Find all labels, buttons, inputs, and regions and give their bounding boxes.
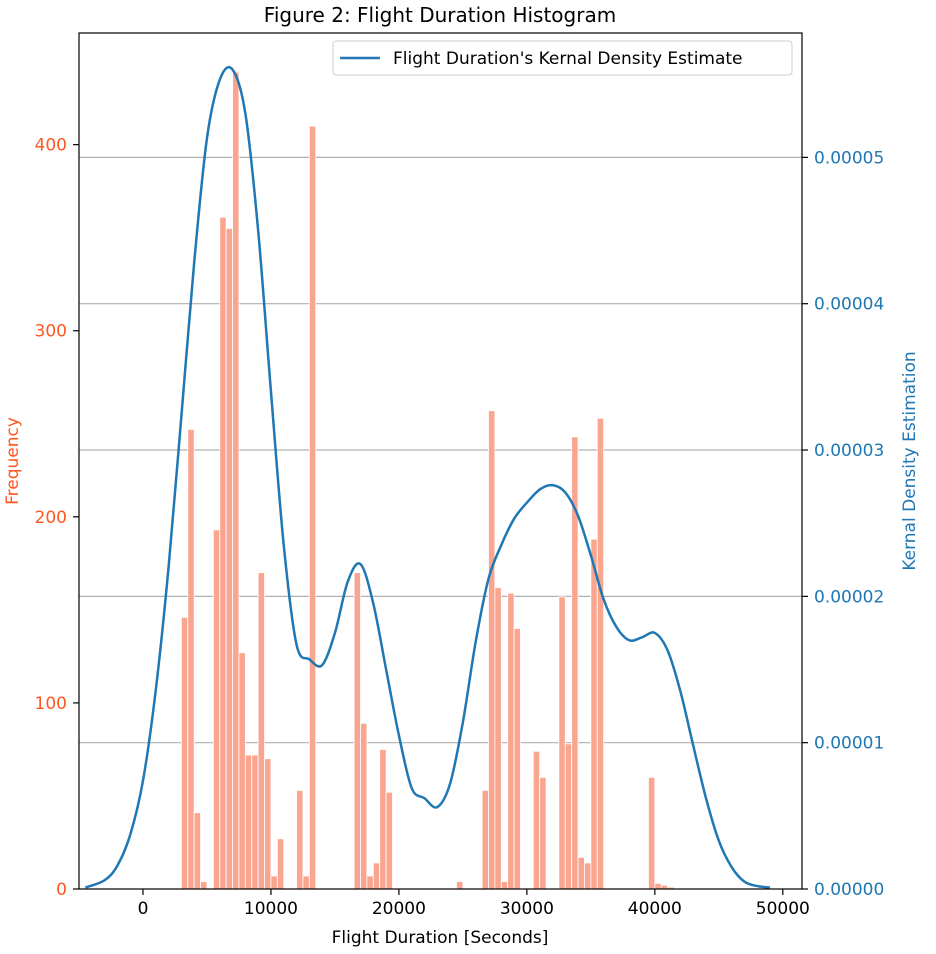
histogram-bar bbox=[264, 758, 272, 890]
y-tick-label: 0 bbox=[56, 880, 67, 900]
histogram-bar bbox=[238, 652, 246, 890]
histogram-bar bbox=[244, 754, 253, 890]
histogram-bar bbox=[251, 754, 259, 890]
histogram-bar bbox=[232, 71, 240, 890]
histogram-bar bbox=[212, 529, 221, 890]
legend: Flight Duration's Kernal Density Estimat… bbox=[332, 40, 793, 76]
histogram-bar bbox=[532, 750, 541, 890]
histogram-bar bbox=[225, 227, 233, 890]
kde-line bbox=[84, 65, 771, 889]
y-tick-label: 100 bbox=[35, 694, 67, 714]
y2-tick-label: 0.00004 bbox=[814, 295, 884, 315]
histogram-bar bbox=[539, 776, 547, 890]
histogram-bar bbox=[296, 789, 304, 890]
y-axis-ticks: 0 100 200 300 400 bbox=[35, 136, 79, 900]
histogram-bar bbox=[372, 862, 381, 890]
y2-axis-label: Kernal Density Estimation bbox=[900, 351, 920, 570]
histogram-bar bbox=[456, 881, 464, 890]
histogram-bars bbox=[180, 71, 675, 890]
chart-title: Figure 2: Flight Duration Histogram bbox=[264, 3, 616, 27]
histogram-bar bbox=[507, 592, 515, 890]
histogram-bar bbox=[481, 789, 489, 890]
y2-tick-label: 0.00001 bbox=[814, 734, 884, 754]
histogram-bar bbox=[257, 572, 265, 890]
y2-tick-label: 0.00000 bbox=[814, 880, 884, 900]
legend-box bbox=[332, 40, 793, 76]
x-tick-label: 30000 bbox=[500, 899, 554, 919]
histogram-bar bbox=[500, 881, 509, 890]
y2-tick-label: 0.00005 bbox=[814, 148, 884, 168]
x-tick-label: 40000 bbox=[628, 899, 682, 919]
legend-label: Flight Duration's Kernal Density Estimat… bbox=[393, 49, 743, 69]
y2-tick-label: 0.00003 bbox=[814, 441, 884, 461]
histogram-bar bbox=[584, 862, 592, 890]
histogram-bar bbox=[385, 791, 393, 890]
histogram-bar bbox=[558, 596, 566, 890]
histogram-bar bbox=[276, 838, 285, 890]
x-axis-ticks: 0 10000 20000 30000 40000 50000 bbox=[138, 889, 810, 919]
histogram-bar bbox=[654, 883, 662, 890]
plot-frame bbox=[78, 32, 803, 890]
histogram-bar bbox=[200, 881, 208, 890]
histogram-bar bbox=[590, 538, 598, 890]
grid-lines bbox=[79, 156, 802, 744]
histogram-bar bbox=[308, 125, 317, 890]
histogram-bar bbox=[577, 856, 585, 890]
histogram-bar bbox=[488, 410, 496, 890]
histogram-bar bbox=[360, 722, 368, 890]
histogram-bar bbox=[187, 428, 195, 890]
histogram-bar bbox=[379, 749, 387, 890]
x-tick-label: 50000 bbox=[756, 899, 810, 919]
histogram-bar bbox=[596, 417, 605, 890]
x-axis-label: Flight Duration [Seconds] bbox=[332, 928, 549, 948]
histogram-bar bbox=[302, 875, 310, 890]
histogram-bar bbox=[270, 875, 278, 890]
histogram-bar bbox=[366, 875, 374, 890]
histogram-bar bbox=[180, 616, 189, 890]
x-tick-label: 0 bbox=[138, 899, 149, 919]
histogram-bar bbox=[513, 628, 521, 890]
x-tick-label: 10000 bbox=[244, 899, 298, 919]
histogram-bar bbox=[494, 587, 502, 890]
histogram-bar bbox=[648, 776, 656, 890]
x-tick-label: 20000 bbox=[372, 899, 426, 919]
y-tick-label: 200 bbox=[35, 508, 67, 528]
y-tick-label: 300 bbox=[35, 322, 67, 342]
histogram-bar bbox=[193, 812, 201, 890]
y-axis-label: Frequency bbox=[3, 417, 23, 505]
histogram-bar bbox=[564, 743, 573, 890]
y2-tick-label: 0.00002 bbox=[814, 587, 884, 607]
y2-axis-ticks: 0.00000 0.00001 0.00002 0.00003 0.00004 0.000… bbox=[802, 148, 884, 900]
histogram-bar bbox=[353, 572, 361, 890]
histogram-bar bbox=[219, 216, 227, 890]
y-tick-label: 400 bbox=[35, 136, 67, 156]
